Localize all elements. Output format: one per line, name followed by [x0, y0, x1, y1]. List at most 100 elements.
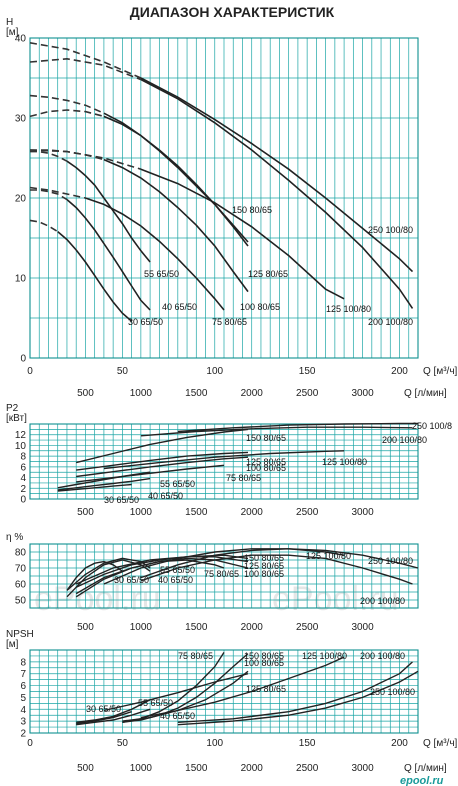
series-line	[66, 198, 151, 311]
x2-tick-label: 1000	[130, 622, 153, 633]
series-line-dashed	[29, 149, 142, 170]
x2-tick-label: 500	[77, 507, 94, 518]
series-line	[177, 670, 419, 726]
series-line	[122, 653, 249, 723]
series-label: 75 80/65	[178, 651, 213, 661]
series-label: 200 100/80	[360, 596, 405, 606]
series-label: 55 65/50	[160, 565, 195, 575]
series-line	[103, 450, 345, 470]
series-line-dashed	[29, 186, 86, 199]
x2-tick-label: 2500	[296, 388, 319, 399]
x2-axis-label: Q [л/мин]	[404, 388, 447, 399]
x-tick-label: 50	[117, 366, 129, 377]
x2-tick-label: 500	[77, 622, 94, 633]
series-line	[76, 451, 249, 471]
watermark: ePool.ru ePool.ru	[34, 580, 399, 618]
x2-tick-label: 2000	[241, 507, 264, 518]
y-tick-label: 2	[20, 484, 26, 495]
logo: epool.ru	[400, 775, 444, 786]
series-line	[103, 158, 249, 293]
series-label: 125 80/65	[246, 457, 286, 467]
y-tick-label: 10	[15, 274, 27, 285]
series-line	[140, 554, 413, 585]
series-label: 200 100/80	[368, 317, 413, 327]
y-axis-unit: [м]	[6, 639, 19, 650]
y-tick-label: 0	[20, 495, 26, 506]
plot-frame	[29, 543, 419, 609]
y-tick-label: 12	[15, 430, 27, 441]
x-tick-label: 100	[206, 366, 223, 377]
plot-frame	[29, 37, 419, 359]
series-line	[66, 160, 151, 263]
logo-text: epool.ru	[400, 775, 444, 786]
panel-3: 50 60 70 80 η % 500 1000 1500 2000 2500 3000 30 65/…	[6, 532, 419, 633]
series-line	[75, 556, 249, 588]
x2-tick-label: 1500	[185, 507, 208, 518]
plot-frame	[29, 423, 419, 500]
series-label: 55 65/50	[138, 698, 173, 708]
x-tick-label: 200	[391, 366, 408, 377]
x2-tick-label: 2500	[296, 507, 319, 518]
series-line	[140, 168, 345, 300]
series-label: 250 100/80	[368, 225, 413, 235]
x2-tick-label: 500	[77, 763, 94, 774]
y-axis-label: η %	[6, 532, 23, 543]
series-label: 30 65/50	[128, 317, 163, 327]
series-label: 30 65/50	[86, 704, 121, 714]
y-tick-label: 0	[20, 354, 26, 365]
series-line-dashed	[29, 219, 59, 233]
y-tick-label: 6	[20, 462, 26, 473]
x-tick-label: 150	[299, 366, 316, 377]
y-tick-label: 80	[15, 548, 27, 559]
y-tick-label: 8	[20, 657, 26, 668]
plot-frame	[29, 649, 419, 734]
series-label: 100 80/65	[246, 463, 286, 473]
y-tick-label: 60	[15, 580, 27, 591]
series-label: 250 100/8	[412, 421, 452, 431]
x2-tick-label: 2000	[241, 763, 264, 774]
series-label: 40 65/50	[148, 491, 183, 501]
y-axis-label: P2	[6, 403, 19, 414]
series-line	[57, 483, 132, 492]
y-tick-label: 20	[15, 194, 27, 205]
series-line	[177, 661, 413, 723]
series-label: 75 80/65	[204, 569, 239, 579]
x-tick-label: 150	[299, 738, 316, 749]
x-tick-label: 100	[206, 738, 223, 749]
series-label: 150 80/65	[244, 553, 284, 563]
y-tick-label: 70	[15, 564, 27, 575]
x2-tick-label: 3000	[351, 763, 374, 774]
x2-tick-label: 2000	[241, 622, 264, 633]
series-label: 75 80/65	[226, 473, 261, 483]
x-tick-label: 50	[117, 738, 129, 749]
series-line	[140, 78, 414, 309]
x2-tick-label: 1500	[185, 388, 208, 399]
y-axis-unit: [кВт]	[6, 413, 27, 424]
series-line	[140, 77, 414, 273]
y-tick-label: 5	[20, 693, 26, 704]
y-axis-label: H	[6, 17, 13, 28]
series-label: 150 80/65	[244, 651, 284, 661]
series-line	[103, 673, 249, 712]
y-tick-label: 3	[20, 717, 26, 728]
x2-tick-label: 2500	[296, 763, 319, 774]
series-label: 125 80/65	[246, 684, 286, 694]
x2-tick-label: 3000	[351, 507, 374, 518]
series-label: 125 100/80	[302, 651, 347, 661]
series-label: 40 65/50	[158, 575, 193, 585]
x2-axis-label: Q [л/мин]	[404, 763, 447, 774]
x-tick-label: 200	[391, 738, 408, 749]
chart-title: ДИАПАЗОН ХАРАКТЕРИСТИК	[130, 4, 335, 20]
x-axis-label: Q [м³/ч]	[423, 366, 458, 377]
series-label: 40 65/50	[162, 302, 197, 312]
series-line	[140, 548, 419, 579]
series-line	[76, 699, 151, 723]
x2-tick-label: 1000	[130, 507, 153, 518]
y-axis-unit: [м]	[6, 27, 19, 38]
series-line	[103, 112, 249, 243]
watermark-text-left: ePool.ru	[34, 580, 161, 618]
series-line	[103, 548, 345, 585]
